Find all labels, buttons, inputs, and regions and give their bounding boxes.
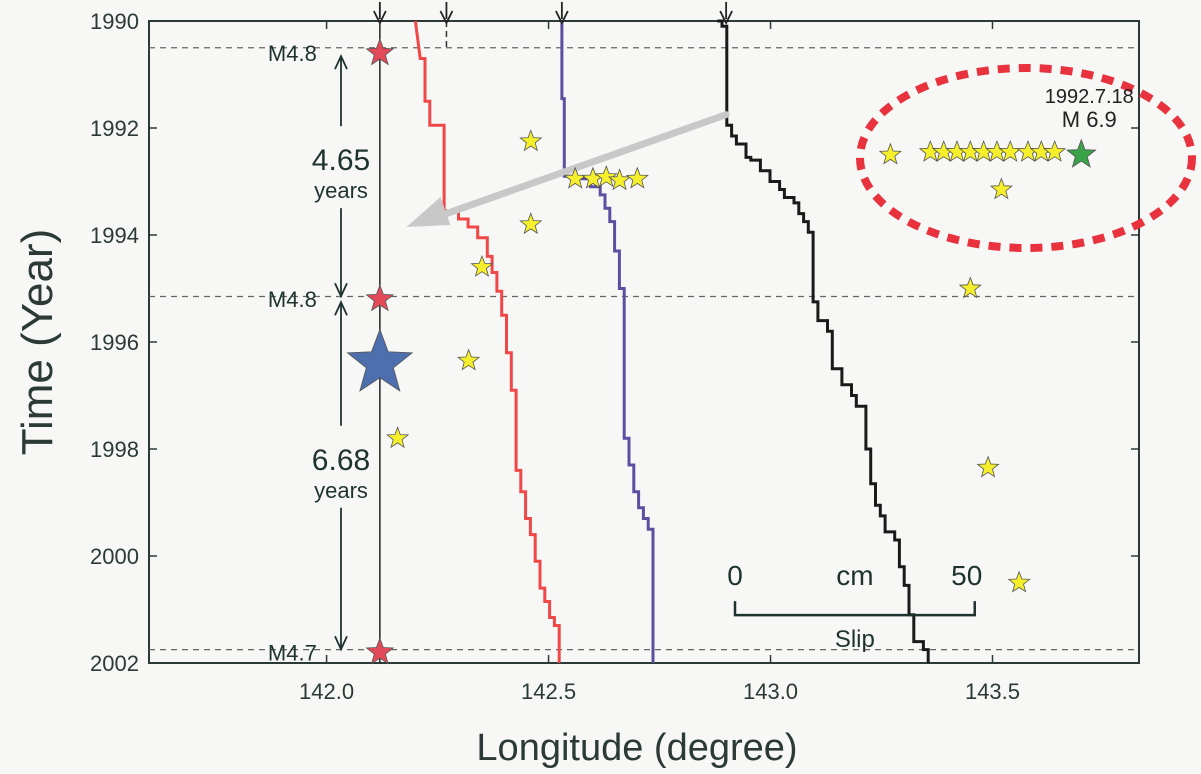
interval-arrowhead (334, 53, 348, 70)
red-star-marker (365, 284, 395, 312)
x-tick-label: 143.0 (743, 679, 798, 704)
scale-bar-unit-label: cm (836, 560, 873, 591)
interval-value: 6.68 (312, 444, 370, 477)
interval-arrowhead (334, 282, 348, 299)
magnitude-label: M4.8 (268, 41, 317, 66)
y-tick-label: 1990 (90, 9, 139, 34)
slip-line-purple (560, 21, 655, 663)
x-axis: 142.0 142.5 143.0 143.5 (299, 21, 1020, 704)
y-tick-label: 2002 (90, 651, 139, 676)
red-star-marker (365, 637, 395, 665)
top-arrow-head (373, 10, 387, 26)
reference-lines (149, 21, 1139, 651)
yellow-star-marker (385, 426, 410, 449)
yellow-star-marker (470, 254, 494, 277)
mainshock-date-label: 1992.7.18 (1045, 86, 1134, 108)
plot-frame (148, 20, 1140, 664)
yellow-star-marker (519, 129, 543, 152)
yellow-star-marker (625, 166, 649, 189)
green-star-marker (1065, 138, 1097, 168)
x-tick-label: 143.5 (965, 679, 1020, 704)
gray-direction-arrow (424, 111, 730, 224)
gray-arrow-head (406, 196, 451, 227)
x-axis-label: Longitude (degree) (476, 727, 797, 769)
annotations: 4.65years6.68yearsM4.8M4.8M4.71992.7.18M… (268, 2, 1196, 665)
scale-bar-end-label: 50 (951, 560, 982, 591)
yellow-star-marker (1043, 139, 1067, 162)
y-axis-label: Time (Year) (13, 229, 62, 456)
y-axis: 1990 1992 1994 1996 1998 2000 2002 (90, 9, 1139, 676)
top-arrow-head (719, 10, 733, 26)
interval-arrowhead (334, 635, 348, 652)
interval-unit: years (314, 178, 368, 203)
mainshock-magnitude-label: M 6.9 (1062, 107, 1117, 132)
y-tick-label: 2000 (90, 544, 139, 569)
yellow-star-marker (878, 142, 902, 165)
yellow-star-marker (958, 276, 982, 299)
scale-bar-start-label: 0 (727, 560, 743, 591)
y-tick-label: 1994 (90, 223, 139, 248)
blue-star-marker (346, 328, 414, 392)
interval-value: 4.65 (312, 144, 370, 177)
yellow-star-marker (989, 177, 1013, 200)
x-tick-label: 142.5 (521, 679, 576, 704)
top-arrow-head (439, 10, 454, 26)
red-star-marker (365, 37, 395, 66)
yellow-star-marker (608, 168, 632, 191)
slip-line-black (717, 19, 930, 663)
magnitude-label: M4.7 (268, 640, 317, 665)
earthquake-stars (346, 37, 1097, 665)
scale-bar-caption: Slip (835, 626, 875, 653)
interval-arrowhead (334, 300, 348, 316)
aftershock-region-ellipse (856, 64, 1196, 252)
y-tick-label: 1996 (90, 330, 139, 355)
yellow-star-marker (457, 348, 481, 371)
plot-area: 4.65years6.68yearsM4.8M4.8M4.71992.7.18M… (148, 2, 1196, 665)
top-arrow-head (555, 10, 569, 26)
yellow-star-marker (1007, 570, 1031, 593)
y-tick-label: 1998 (90, 437, 139, 462)
yellow-star-marker (594, 165, 618, 188)
x-tick-label: 142.0 (299, 679, 354, 704)
magnitude-label: M4.8 (268, 287, 317, 312)
scale-bar (733, 601, 976, 617)
slip-line-red (413, 20, 561, 663)
yellow-star-marker (976, 455, 1000, 478)
yellow-star-marker (519, 212, 543, 235)
y-tick-label: 1992 (90, 116, 139, 141)
interval-unit: years (314, 478, 368, 503)
